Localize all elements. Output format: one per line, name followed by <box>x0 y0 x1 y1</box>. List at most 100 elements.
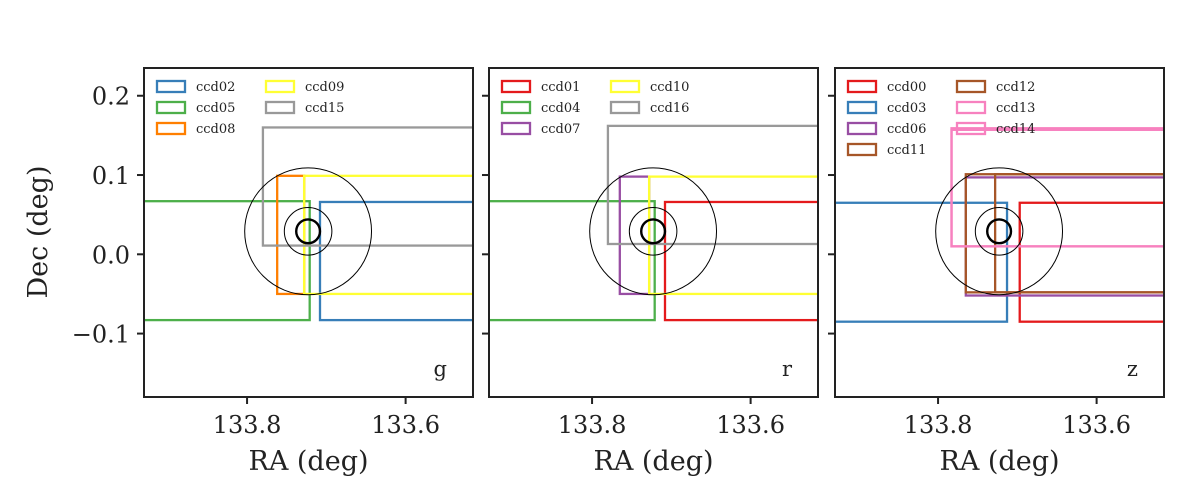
legend-label: ccd16 <box>650 101 689 116</box>
legend-label: ccd00 <box>887 80 926 95</box>
legend-label: ccd05 <box>196 101 235 116</box>
footprint-ccd12 <box>964 173 1164 294</box>
footprint-ccd02 <box>318 200 473 322</box>
legend-swatch <box>155 79 187 94</box>
y-tick-label: 0.2 <box>92 83 130 111</box>
legend-item-ccd02: ccd02 <box>155 79 235 95</box>
legend-item-ccd00: ccd00 <box>846 79 926 95</box>
legend-label: ccd14 <box>996 122 1035 137</box>
band-label: z <box>1127 357 1138 381</box>
aperture-circle-3 <box>935 167 1064 296</box>
legend-swatch <box>264 100 296 115</box>
legend-label: ccd15 <box>305 101 344 116</box>
legend-item-ccd14: ccd14 <box>955 121 1035 137</box>
axes-frame <box>488 67 819 398</box>
y-axis-label: Dec (deg) <box>23 166 54 299</box>
legend-swatch <box>846 100 878 115</box>
x-axis-label: RA (deg) <box>593 446 713 477</box>
legend-item-ccd06: ccd06 <box>846 121 926 137</box>
legend-label: ccd01 <box>541 80 580 95</box>
legend: ccd01 ccd04 ccd07 ccd10 ccd16 <box>500 79 689 137</box>
footprint-ccd01 <box>663 200 818 322</box>
x-tick-label: 133.6 <box>1062 411 1131 439</box>
panel-z: 133.8 133.6RA (deg)zccd00ccd03ccd06ccd11c… <box>828 67 1165 477</box>
legend-swatch <box>500 100 532 115</box>
y-tick-label: 0.1 <box>92 162 130 190</box>
legend-label: ccd06 <box>887 122 926 137</box>
legend-label: ccd11 <box>887 143 926 158</box>
legend-item-ccd16: ccd16 <box>609 100 689 116</box>
footprint-ccd03 <box>835 201 1009 323</box>
plot-area <box>489 124 818 322</box>
legend-swatch <box>155 100 187 115</box>
legend-swatch <box>955 121 987 136</box>
legend-label: ccd04 <box>541 101 580 116</box>
y-tick-label: −0.1 <box>72 321 130 349</box>
axes-frame <box>143 67 474 398</box>
legend-label: ccd10 <box>650 80 689 95</box>
footprint-ccd05 <box>144 200 311 322</box>
legend-swatch <box>609 79 641 94</box>
plot-area <box>144 126 473 322</box>
legend-label: ccd08 <box>196 122 235 137</box>
x-axis-label: RA (deg) <box>248 446 368 477</box>
footprint-ccd08 <box>276 174 306 296</box>
legend-item-ccd08: ccd08 <box>155 121 235 137</box>
x-tick-label: 133.6 <box>371 411 440 439</box>
panels: 133.8 133.60.20.10.0−0.1RA (deg)gccd02ccd… <box>72 67 1165 477</box>
aperture-circle-2 <box>283 207 333 256</box>
axes-frame <box>834 67 1165 398</box>
band-label: g <box>434 357 447 381</box>
legend-item-ccd12: ccd12 <box>955 79 1035 95</box>
footprint-ccd15 <box>261 126 473 247</box>
legend-item-ccd10: ccd10 <box>609 79 689 95</box>
legend-swatch <box>846 79 878 94</box>
x-tick-label: 133.8 <box>904 411 973 439</box>
aperture-circle-3 <box>589 167 718 296</box>
aperture-circle-1 <box>640 218 667 245</box>
aperture-circle-2 <box>974 207 1024 256</box>
legend-swatch <box>846 142 878 157</box>
legend-label: ccd03 <box>887 101 926 116</box>
aperture-circle-3 <box>244 167 373 296</box>
legend-label: ccd12 <box>996 80 1035 95</box>
footprint-ccd00 <box>1018 201 1164 323</box>
plot-area <box>835 127 1164 323</box>
legend-item-ccd13: ccd13 <box>955 100 1035 116</box>
legend-item-ccd01: ccd01 <box>500 79 580 95</box>
footprint-ccd16 <box>606 124 818 246</box>
footprint-ccd04 <box>489 200 656 322</box>
legend-item-ccd09: ccd09 <box>264 79 344 95</box>
legend-swatch <box>846 121 878 136</box>
x-tick-label: 133.8 <box>213 411 282 439</box>
legend-swatch <box>500 79 532 94</box>
footprint-ccd10 <box>647 175 818 296</box>
legend-label: ccd07 <box>541 122 580 137</box>
footprint-ccd07 <box>618 175 651 296</box>
legend-label: ccd13 <box>996 101 1035 116</box>
legend-item-ccd15: ccd15 <box>264 100 344 116</box>
aperture-circle-1 <box>295 218 322 245</box>
aperture-circle-2 <box>628 207 678 256</box>
legend: ccd00 ccd03 ccd06 ccd11 ccd12 ccd13 ccd14 <box>846 79 1035 158</box>
footprint-ccd11 <box>993 173 1164 294</box>
x-tick-label: 133.6 <box>716 411 785 439</box>
legend: ccd02 ccd05 ccd08 ccd09 ccd15 <box>155 79 344 137</box>
legend-swatch <box>155 121 187 136</box>
legend-item-ccd03: ccd03 <box>846 100 926 116</box>
footprint-ccd14 <box>950 128 1164 248</box>
panel-r: 133.8 133.6RA (deg)rccd01ccd04ccd07ccd10c… <box>482 67 819 477</box>
legend-swatch <box>264 79 296 94</box>
legend-item-ccd11: ccd11 <box>846 142 926 158</box>
y-tick-label: 0.0 <box>92 241 130 269</box>
x-axis-label: RA (deg) <box>939 446 1059 477</box>
legend-swatch <box>500 121 532 136</box>
legend-swatch <box>609 100 641 115</box>
legend-item-ccd05: ccd05 <box>155 100 235 116</box>
legend-item-ccd04: ccd04 <box>500 100 580 116</box>
footprint-ccd13 <box>950 127 1164 248</box>
legend-swatch <box>955 79 987 94</box>
footprint-ccd09 <box>302 174 473 296</box>
legend-label: ccd09 <box>305 80 344 95</box>
